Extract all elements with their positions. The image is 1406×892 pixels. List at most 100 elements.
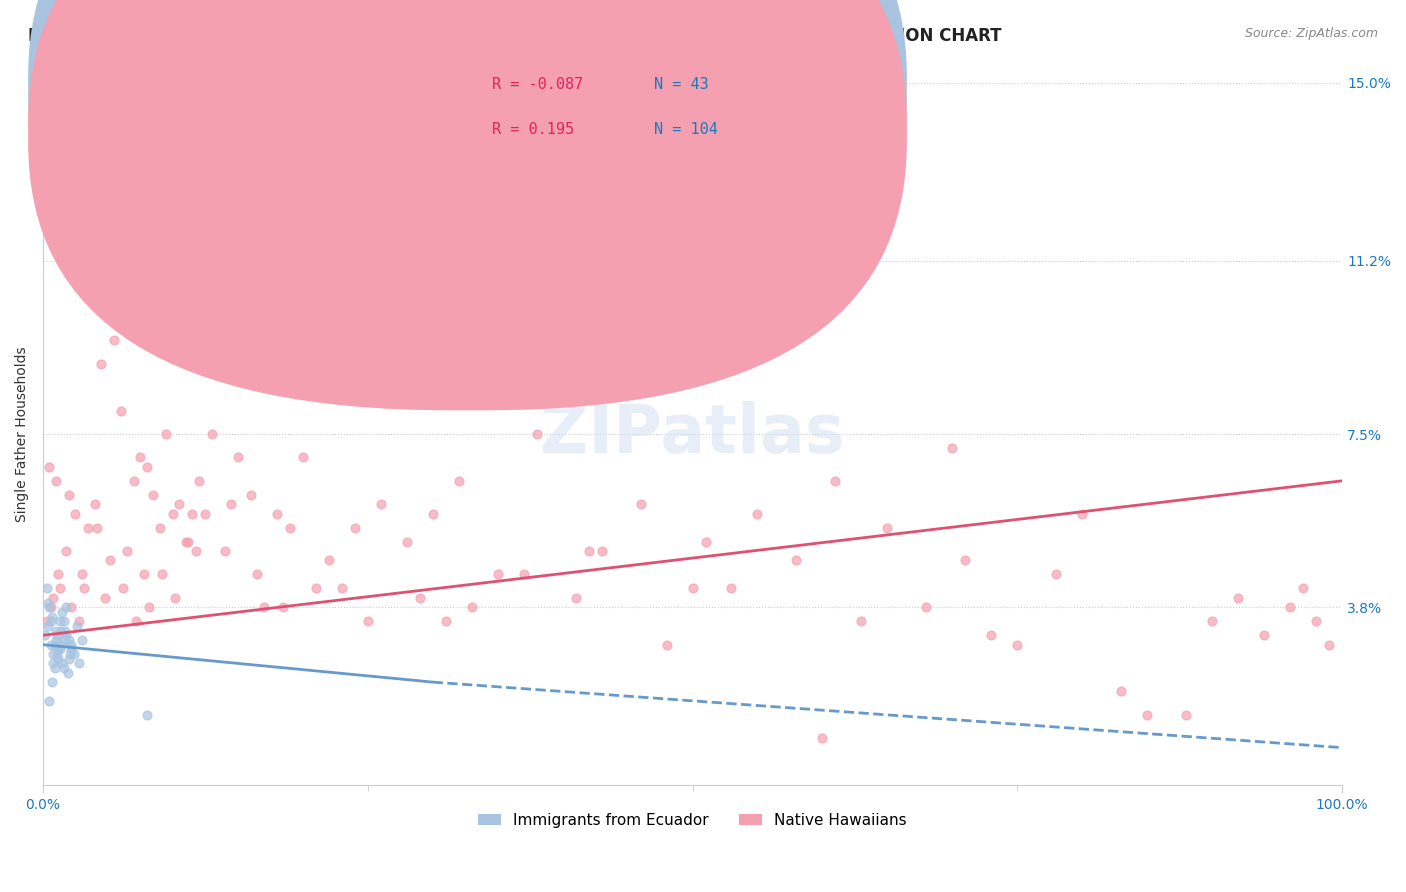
Point — [38, 600, 60, 615]
Point — [48, 651, 70, 665]
Point — [1292, 582, 1315, 596]
Point — [1279, 600, 1302, 615]
Point — [1175, 707, 1198, 722]
Text: Source: ZipAtlas.com: Source: ZipAtlas.com — [1244, 27, 1378, 40]
Point — [138, 600, 160, 615]
Point — [44, 661, 66, 675]
Point — [41, 675, 63, 690]
Point — [246, 567, 269, 582]
Point — [55, 544, 77, 558]
Point — [65, 507, 87, 521]
Point — [45, 632, 67, 647]
Point — [955, 553, 977, 567]
Point — [63, 647, 86, 661]
Point — [53, 624, 76, 638]
Point — [181, 507, 204, 521]
Point — [58, 488, 80, 502]
Point — [66, 619, 89, 633]
Point — [219, 497, 242, 511]
Point — [103, 334, 125, 348]
Point — [811, 731, 834, 746]
Point — [434, 614, 457, 628]
Point — [169, 497, 191, 511]
Point — [395, 534, 418, 549]
Point — [55, 600, 77, 615]
Point — [1201, 614, 1223, 628]
Y-axis label: Single Father Households: Single Father Households — [15, 346, 30, 522]
Point — [52, 614, 75, 628]
Point — [48, 567, 70, 582]
Point — [122, 474, 145, 488]
Point — [305, 582, 328, 596]
Point — [67, 614, 90, 628]
Point — [42, 657, 65, 671]
Point — [155, 427, 177, 442]
Text: IMMIGRANTS FROM ECUADOR VS NATIVE HAWAIIAN SINGLE FATHER HOUSEHOLDS CORRELATION : IMMIGRANTS FROM ECUADOR VS NATIVE HAWAII… — [28, 27, 1001, 45]
Point — [38, 459, 60, 474]
Point — [174, 534, 197, 549]
Point — [35, 614, 58, 628]
Point — [45, 624, 67, 638]
Text: ZIPatlas: ZIPatlas — [540, 401, 845, 467]
Point — [1007, 638, 1029, 652]
Point — [49, 624, 72, 638]
Point — [48, 642, 70, 657]
Point — [447, 474, 470, 488]
Point — [266, 507, 288, 521]
Point — [51, 605, 73, 619]
Point — [194, 507, 217, 521]
Point — [112, 582, 135, 596]
Point — [165, 591, 187, 605]
Point — [42, 591, 65, 605]
Point — [39, 638, 62, 652]
Point — [45, 474, 67, 488]
Point — [318, 553, 340, 567]
Point — [1071, 507, 1094, 521]
Point — [408, 591, 430, 605]
Point — [83, 497, 105, 511]
Point — [1227, 591, 1250, 605]
Point — [49, 638, 72, 652]
Point — [55, 628, 77, 642]
Point — [39, 614, 62, 628]
Point — [60, 642, 83, 657]
Point — [941, 441, 963, 455]
Point — [86, 521, 108, 535]
Point — [70, 632, 93, 647]
Point — [37, 595, 59, 609]
Point — [747, 507, 769, 521]
Text: N = 104: N = 104 — [654, 122, 717, 136]
Point — [278, 521, 301, 535]
Point — [46, 647, 69, 661]
Point — [134, 567, 156, 582]
Point — [578, 544, 600, 558]
Point — [253, 600, 276, 615]
Point — [720, 582, 742, 596]
Point — [56, 665, 79, 680]
Point — [52, 661, 75, 675]
Point — [486, 567, 509, 582]
Point — [512, 567, 534, 582]
Point — [94, 591, 117, 605]
Point — [38, 694, 60, 708]
Point — [60, 638, 83, 652]
Point — [226, 450, 249, 465]
Point — [49, 614, 72, 628]
Point — [35, 582, 58, 596]
Text: N = 43: N = 43 — [654, 78, 709, 92]
Point — [682, 582, 704, 596]
Point — [100, 553, 122, 567]
Point — [1136, 707, 1159, 722]
Point — [53, 632, 76, 647]
Point — [1045, 567, 1067, 582]
Legend: Immigrants from Ecuador, Native Hawaiians: Immigrants from Ecuador, Native Hawaiian… — [472, 806, 912, 834]
Point — [73, 582, 96, 596]
Point — [162, 507, 184, 521]
Point — [253, 380, 276, 394]
Point — [34, 628, 56, 642]
Point — [135, 459, 157, 474]
Point — [1109, 684, 1132, 698]
Point — [851, 614, 873, 628]
Point — [370, 497, 392, 511]
Point — [460, 600, 482, 615]
